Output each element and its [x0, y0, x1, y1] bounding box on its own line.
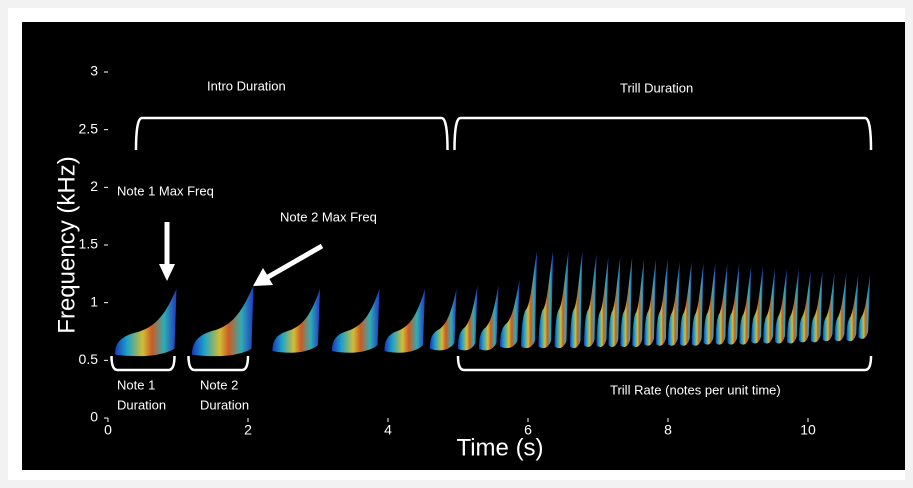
- bracket: [134, 116, 449, 151]
- note: [384, 288, 425, 353]
- note: [739, 265, 752, 345]
- note: [679, 261, 692, 346]
- x-tick-label: 2: [244, 422, 252, 438]
- x-axis-label: Time (s): [456, 434, 543, 461]
- arrow-head: [253, 268, 273, 286]
- note: [479, 285, 499, 351]
- arrow-head: [159, 264, 175, 281]
- note: [115, 288, 177, 357]
- bracket-label: Duration: [117, 397, 166, 412]
- note: [656, 258, 668, 346]
- note: [500, 279, 520, 349]
- note: [332, 288, 380, 353]
- x-tick-label: 0: [104, 422, 112, 438]
- y-axis-label: Frequency (kHz): [53, 156, 80, 333]
- bracket-label: Note 2: [200, 377, 238, 392]
- note: [430, 288, 457, 351]
- note: [763, 268, 775, 344]
- bracket: [110, 355, 176, 372]
- note: [620, 256, 633, 347]
- note: [810, 270, 823, 343]
- arrow-label: Note 1 Max Freq: [117, 183, 214, 198]
- note: [727, 263, 740, 345]
- y-tick-label: 0.5: [79, 351, 99, 367]
- y-tick-label: 2: [90, 178, 98, 194]
- note: [798, 270, 811, 343]
- arrows: [159, 222, 324, 286]
- note: [584, 254, 597, 347]
- bracket-label: Trill Duration: [620, 80, 693, 95]
- note: [834, 272, 847, 342]
- note: [192, 285, 254, 357]
- note: [521, 250, 537, 349]
- note: [554, 250, 569, 349]
- note: [596, 256, 609, 347]
- note: [538, 250, 554, 349]
- arrow-label: Note 2 Max Freq: [280, 209, 377, 224]
- note: [570, 250, 583, 349]
- note: [715, 263, 728, 345]
- y-tick-label: 1.5: [79, 236, 99, 252]
- note: [751, 265, 764, 344]
- note: [775, 268, 787, 344]
- note: [846, 273, 859, 342]
- note: [632, 258, 645, 347]
- bracket: [187, 355, 250, 372]
- note: [703, 262, 716, 345]
- note: [458, 285, 478, 351]
- y-tick-label: 3: [90, 63, 98, 79]
- note: [822, 272, 835, 342]
- y-tick-label: 0: [90, 409, 98, 425]
- bracket-label: Intro Duration: [207, 78, 286, 93]
- arrow-shaft: [266, 243, 324, 280]
- note: [691, 262, 704, 346]
- x-tick-label: 6: [524, 422, 532, 438]
- note: [608, 256, 621, 347]
- note: [272, 288, 320, 353]
- y-tick-label: 1: [90, 293, 98, 309]
- bracket-label: Duration: [200, 397, 249, 412]
- x-tick-label: 10: [800, 422, 816, 438]
- note: [668, 261, 680, 346]
- note: [858, 273, 871, 339]
- y-tick-label: 2.5: [79, 120, 99, 136]
- bracket-label: Note 1: [117, 377, 155, 392]
- note: [787, 268, 799, 344]
- bracket: [456, 355, 873, 372]
- bracket-label: Trill Rate (notes per unit time): [610, 382, 781, 397]
- x-tick-label: 8: [664, 422, 672, 438]
- note: [644, 258, 656, 346]
- x-tick-label: 4: [384, 422, 392, 438]
- bracket: [453, 116, 873, 151]
